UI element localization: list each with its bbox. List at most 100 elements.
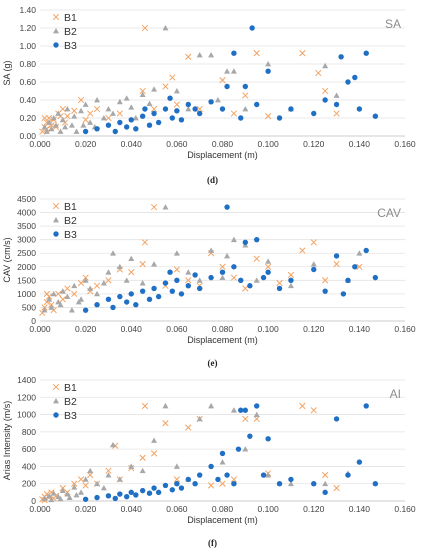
data-point-b3 bbox=[185, 476, 191, 483]
y-tick-label: 600 bbox=[22, 444, 36, 454]
data-point-b1 bbox=[185, 424, 192, 431]
data-point-b1 bbox=[150, 450, 158, 457]
data-point-b3 bbox=[155, 119, 162, 126]
legend-label-b1: B1 bbox=[64, 201, 77, 213]
data-point-b3 bbox=[242, 83, 249, 90]
data-point-b1 bbox=[253, 50, 260, 57]
data-point-b3 bbox=[224, 83, 230, 90]
data-point-b2 bbox=[50, 290, 57, 297]
data-point-b1 bbox=[139, 454, 146, 461]
data-point-b3 bbox=[238, 277, 244, 284]
data-point-b3 bbox=[338, 54, 344, 60]
data-point-b2 bbox=[116, 98, 123, 105]
chart-panel-2: 0 500 1000 1500 2000 2500 3000 3500 4000 4500 0.00… bbox=[2, 194, 416, 345]
data-point-b1 bbox=[141, 24, 149, 32]
data-point-b3 bbox=[94, 494, 100, 501]
data-point-b1 bbox=[264, 113, 272, 120]
data-point-b3 bbox=[151, 485, 157, 491]
data-point-b1 bbox=[315, 69, 322, 77]
data-point-b2 bbox=[48, 304, 55, 310]
series-b1 bbox=[39, 402, 340, 504]
data-point-b1 bbox=[162, 83, 169, 90]
y-tick-label: 1200 bbox=[17, 392, 36, 402]
y-tick-label: 4500 bbox=[17, 194, 36, 204]
data-point-b3 bbox=[247, 433, 253, 439]
data-point-b1 bbox=[253, 255, 260, 262]
data-point-b1 bbox=[356, 263, 363, 270]
series-b1 bbox=[39, 203, 363, 317]
data-point-b1 bbox=[310, 239, 317, 246]
legend-label-b2: B2 bbox=[64, 215, 77, 227]
data-point-b3 bbox=[146, 296, 153, 303]
data-point-b2 bbox=[322, 480, 329, 487]
y-tick-label: 3500 bbox=[17, 221, 36, 231]
data-point-b2 bbox=[196, 277, 203, 283]
data-point-b1 bbox=[322, 87, 329, 95]
data-point-b1 bbox=[253, 415, 260, 423]
data-point-b1 bbox=[150, 105, 158, 113]
y-tick-label: 1000 bbox=[17, 289, 36, 299]
panel-tag: CAV bbox=[377, 206, 401, 220]
data-point-b2 bbox=[123, 277, 130, 283]
data-point-b3 bbox=[215, 476, 221, 483]
x-axis-label: Displacement (m) bbox=[187, 335, 258, 345]
x-tick-label: 0.120 bbox=[303, 324, 325, 334]
data-point-b3 bbox=[260, 472, 267, 478]
data-point-b3 bbox=[169, 115, 176, 121]
legend-label-b1: B1 bbox=[64, 12, 77, 24]
data-point-b2 bbox=[287, 480, 294, 487]
legend-marker-b1 bbox=[52, 202, 60, 210]
data-point-b2 bbox=[139, 467, 146, 474]
x-tick-label: 0.000 bbox=[29, 139, 51, 149]
data-point-b2 bbox=[230, 407, 237, 413]
x-tick-label: 0.040 bbox=[121, 324, 143, 334]
data-point-b2 bbox=[94, 480, 101, 487]
data-point-b2 bbox=[62, 124, 69, 130]
data-point-b1 bbox=[299, 402, 306, 410]
data-point-b1 bbox=[207, 482, 215, 489]
chart-panel-3: 0 200 400 600 800 1000 1200 1400 0.000 0.020 0.040… bbox=[2, 375, 416, 525]
data-point-b3 bbox=[219, 269, 226, 275]
data-point-b3 bbox=[192, 481, 198, 487]
data-point-b3 bbox=[155, 489, 162, 496]
data-point-b2 bbox=[46, 119, 53, 125]
y-tick-label: 0 bbox=[31, 496, 36, 506]
data-point-b2 bbox=[82, 101, 89, 107]
data-point-b3 bbox=[123, 124, 130, 130]
data-point-b2 bbox=[94, 97, 101, 103]
legend-marker-b3 bbox=[53, 42, 59, 48]
x-tick-label: 0.060 bbox=[166, 504, 188, 514]
data-point-b3 bbox=[105, 296, 112, 303]
data-point-b3 bbox=[105, 493, 112, 499]
y-tick-label: 1000 bbox=[17, 410, 36, 420]
data-point-b2 bbox=[219, 459, 226, 465]
data-point-b2 bbox=[71, 484, 78, 490]
series-b3 bbox=[82, 403, 379, 502]
data-point-b3 bbox=[123, 299, 130, 305]
x-tick-label: 0.140 bbox=[349, 504, 371, 514]
data-point-b3 bbox=[224, 204, 230, 210]
data-point-b3 bbox=[345, 79, 351, 85]
data-point-b3 bbox=[340, 291, 347, 297]
data-point-b3 bbox=[185, 283, 191, 289]
data-point-b2 bbox=[50, 115, 57, 121]
data-point-b2 bbox=[242, 446, 249, 452]
x-tick-label: 0.040 bbox=[121, 504, 143, 514]
data-point-b1 bbox=[116, 110, 123, 117]
data-point-b1 bbox=[219, 77, 226, 84]
legend-marker-b1 bbox=[52, 13, 60, 21]
data-point-b1 bbox=[64, 113, 71, 120]
data-point-b2 bbox=[66, 494, 73, 500]
data-point-b1 bbox=[230, 110, 238, 117]
data-point-b2 bbox=[78, 107, 85, 114]
data-point-b3 bbox=[139, 113, 146, 119]
data-point-b3 bbox=[311, 481, 317, 487]
x-tick-label: 0.160 bbox=[394, 324, 416, 334]
data-point-b3 bbox=[112, 128, 118, 135]
data-point-b2 bbox=[57, 301, 64, 308]
data-point-b1 bbox=[333, 260, 340, 268]
data-point-b2 bbox=[105, 269, 112, 275]
data-point-b3 bbox=[219, 450, 226, 457]
data-point-b2 bbox=[173, 88, 180, 94]
